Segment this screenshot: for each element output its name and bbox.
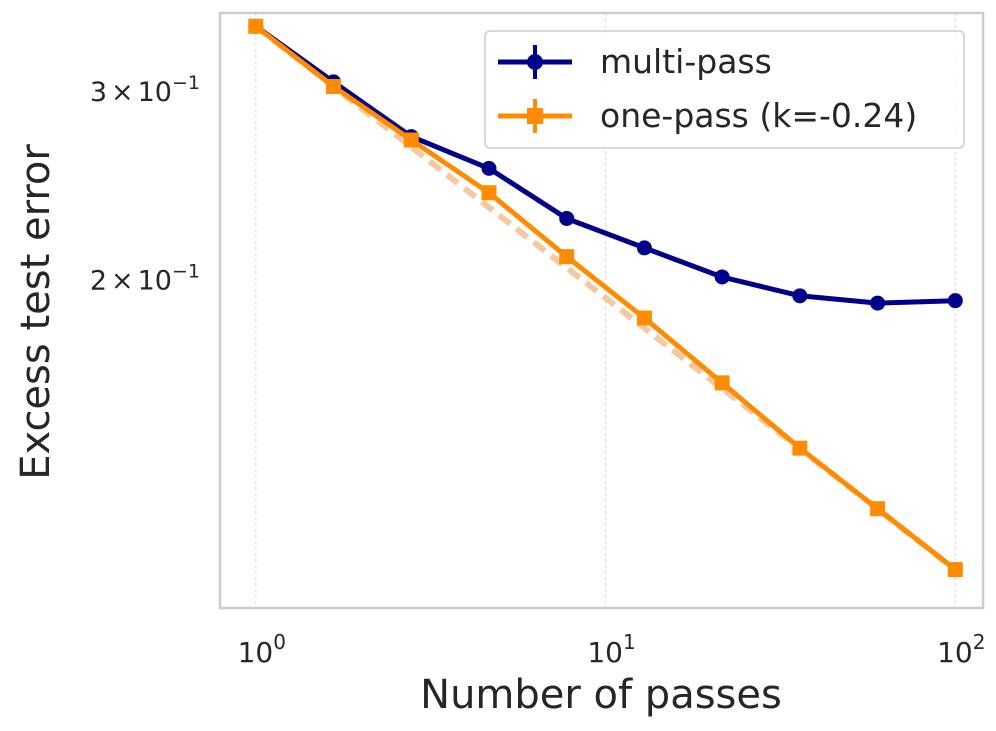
data-point (714, 269, 730, 285)
data-point (947, 562, 963, 578)
series-line (254, 24, 957, 572)
data-point (559, 210, 575, 226)
x-axis-label: Number of passes (420, 672, 782, 718)
legend-item: one-pass (k=-0.24) (498, 96, 917, 135)
data-point (714, 375, 730, 391)
data-point (481, 185, 497, 201)
legend-label: one-pass (k=-0.24) (600, 96, 917, 135)
data-point (559, 249, 575, 265)
data-point (481, 160, 497, 176)
x-tick-labels: 100 101 102 (238, 630, 986, 669)
series-layer (248, 18, 963, 578)
x-tick-label: 102 (937, 630, 985, 669)
legend-marker (527, 54, 543, 70)
data-point (792, 440, 808, 456)
y-axis-label: Excess test error (13, 144, 59, 480)
legend: multi-pass one-pass (k=-0.24) (484, 30, 965, 149)
legend-box (484, 30, 965, 149)
data-point (870, 295, 886, 311)
legend-item: multi-pass (498, 42, 772, 81)
legend-marker (527, 108, 543, 124)
y-tick-label: 2 × 10−1 (90, 260, 200, 296)
data-point (326, 79, 342, 95)
y-tick-labels: 3 × 10−1 2 × 10−1 (90, 72, 200, 296)
data-point (792, 288, 808, 304)
x-tick-label: 100 (238, 630, 286, 669)
data-point (947, 293, 963, 309)
legend-label: multi-pass (600, 42, 772, 81)
series-one-pass (248, 18, 963, 578)
data-point (403, 132, 419, 148)
x-tick-label: 101 (587, 630, 635, 669)
y-tick-label: 3 × 10−1 (90, 72, 200, 108)
series-line (254, 24, 956, 306)
data-point (636, 310, 652, 326)
plot-frame (218, 11, 985, 610)
data-point (248, 18, 264, 34)
data-point (870, 501, 886, 517)
data-point (636, 240, 652, 256)
